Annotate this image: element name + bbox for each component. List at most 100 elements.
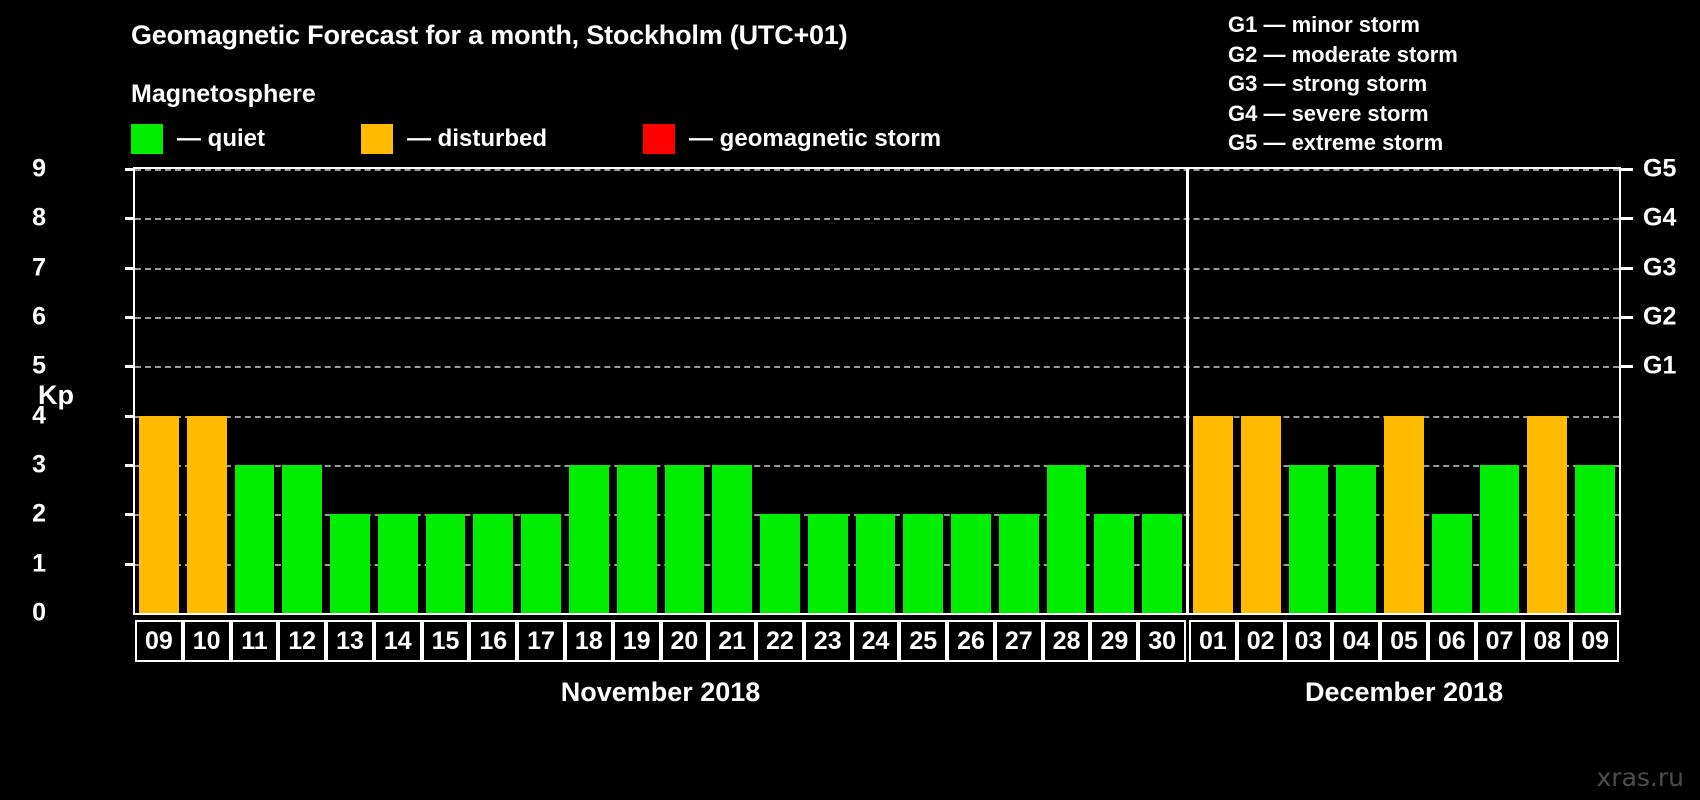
bar-day-14 — [377, 514, 418, 613]
bar-day-25 — [903, 514, 944, 613]
day-label-14: 23 — [803, 620, 852, 662]
bar-day-20 — [664, 465, 705, 613]
day-label-25: 04 — [1332, 620, 1381, 662]
g-tick-mark-G3 — [1621, 266, 1633, 270]
month-divider-line — [1186, 169, 1190, 613]
g-tick-label-G5: G5 — [1643, 154, 1677, 183]
day-label-5: 14 — [373, 620, 422, 662]
gridline-kp-7 — [135, 267, 1619, 270]
bar-day-09 — [1575, 465, 1615, 613]
day-label-28: 07 — [1475, 620, 1524, 662]
bar-day-23 — [807, 514, 848, 613]
bar-day-15 — [425, 514, 466, 613]
y-tick-label-1: 1 — [32, 549, 46, 578]
day-label-2: 11 — [230, 620, 279, 662]
g-tick-label-G3: G3 — [1643, 253, 1677, 282]
g-tick-mark-G5 — [1621, 168, 1633, 171]
y-tick-label-0: 0 — [32, 598, 46, 627]
legend-entry-storm: — geomagnetic storm — [643, 124, 941, 154]
y-tick-label-5: 5 — [32, 351, 46, 380]
bar-day-27 — [998, 514, 1039, 613]
day-label-4: 13 — [326, 620, 374, 662]
gscale-legend-line-5: G5 — extreme storm — [1228, 130, 1444, 155]
day-label-8: 17 — [517, 620, 565, 662]
day-label-20: 29 — [1090, 620, 1139, 662]
legend-label-storm: — geomagnetic storm — [689, 125, 942, 152]
bar-day-29 — [1094, 514, 1135, 613]
y-axis-label: Kp — [38, 380, 74, 410]
g-tick-mark-G2 — [1621, 316, 1633, 319]
legend-label-quiet: — quiet — [177, 125, 265, 152]
bar-day-26 — [951, 514, 991, 613]
gridline-kp-9 — [135, 169, 1619, 171]
y-tick-mark-4 — [125, 414, 135, 418]
bar-day-07 — [1479, 465, 1520, 613]
day-label-7: 16 — [469, 620, 518, 662]
day-label-15: 24 — [851, 620, 900, 662]
magnetosphere-legend: — quiet — disturbed — geomagnetic storm — [131, 123, 941, 155]
day-label-19: 28 — [1042, 620, 1091, 662]
plot-inner — [135, 169, 1619, 613]
page-title: Geomagnetic Forecast for a month, Stockh… — [131, 20, 848, 50]
bar-day-12 — [282, 465, 323, 613]
gscale-legend-line-4: G4 — severe storm — [1228, 100, 1429, 126]
day-label-29: 08 — [1523, 620, 1572, 662]
gscale-legend-line-2: G2 — moderate storm — [1228, 41, 1458, 67]
day-label-3: 12 — [278, 620, 327, 662]
bar-day-08 — [1527, 415, 1568, 613]
x-axis-day-labels: 09 10 11 12 13 14 15 16 17 18 19 20 21 22 23 24 25 26 27 28… — [133, 620, 1621, 662]
bar-day-18 — [568, 465, 609, 613]
day-label-1: 10 — [182, 620, 231, 662]
g-tick-mark-G4 — [1621, 217, 1633, 221]
gridline-kp-4 — [135, 415, 1619, 418]
y-tick-label-6: 6 — [32, 302, 46, 331]
gscale-legend: G1 — minor storm G2 — moderate storm G3 — … — [1228, 10, 1458, 158]
y-tick-mark-9 — [125, 168, 135, 171]
g-tick-label-G4: G4 — [1643, 203, 1677, 232]
g-tick-label-G1: G1 — [1643, 351, 1677, 380]
gridline-kp-5 — [135, 366, 1619, 369]
day-label-0: 09 — [135, 620, 183, 662]
day-label-11: 20 — [660, 620, 709, 662]
bar-day-11 — [234, 465, 275, 613]
month-caption-0: November 2018 — [560, 677, 761, 707]
legend-swatch-disturbed — [361, 124, 393, 154]
g-tick-mark-G1 — [1621, 365, 1633, 369]
y-tick-mark-1 — [125, 562, 135, 566]
bar-day-28 — [1046, 465, 1087, 613]
bar-day-17 — [521, 514, 561, 613]
y-tick-mark-3 — [125, 464, 135, 467]
day-label-9: 18 — [564, 620, 613, 662]
bar-day-06 — [1431, 514, 1472, 613]
bar-day-16 — [473, 514, 514, 613]
bar-day-21 — [712, 465, 753, 613]
day-label-23: 02 — [1236, 620, 1285, 662]
month-caption-1: December 2018 — [1304, 677, 1504, 707]
day-label-22: 01 — [1189, 620, 1237, 662]
gridline-kp-8 — [135, 218, 1619, 221]
day-label-16: 25 — [899, 620, 948, 662]
y-tick-mark-7 — [125, 266, 135, 270]
day-label-24: 03 — [1284, 620, 1333, 662]
bar-day-02 — [1240, 415, 1281, 613]
watermark: xras.ru — [1596, 763, 1685, 792]
bar-day-30 — [1142, 514, 1183, 613]
day-label-6: 15 — [421, 620, 470, 662]
gridline-kp-3 — [135, 465, 1619, 467]
bar-day-22 — [760, 514, 800, 613]
legend-entry-disturbed: — disturbed — [361, 124, 547, 154]
bar-day-04 — [1336, 465, 1377, 613]
day-label-30: 09 — [1571, 620, 1619, 662]
legend-swatch-storm — [643, 124, 676, 154]
y-tick-label-8: 8 — [32, 203, 46, 232]
day-label-10: 19 — [612, 620, 661, 662]
magnetosphere-section-label: Magnetosphere — [131, 80, 316, 108]
bar-day-05 — [1384, 415, 1424, 613]
day-label-13: 22 — [756, 620, 804, 662]
day-label-12: 21 — [708, 620, 757, 662]
chart-plot-area — [133, 167, 1621, 615]
gridline-kp-6 — [135, 317, 1619, 319]
day-label-26: 05 — [1380, 620, 1428, 662]
y-tick-mark-5 — [125, 365, 135, 369]
bar-day-19 — [616, 465, 657, 613]
